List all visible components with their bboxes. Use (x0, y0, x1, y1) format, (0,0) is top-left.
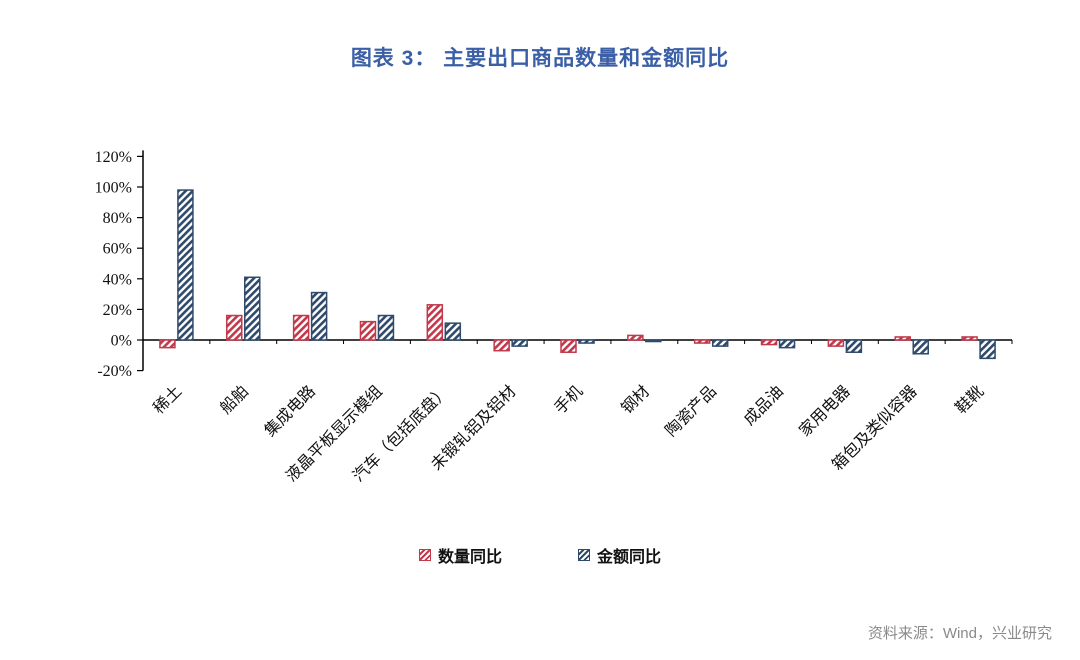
svg-text:-20%: -20% (97, 363, 132, 380)
svg-text:陶瓷产品: 陶瓷产品 (662, 382, 720, 440)
legend-label-amount: 金额同比 (597, 549, 662, 566)
svg-text:鞋靴: 鞋靴 (952, 382, 987, 417)
svg-text:20%: 20% (103, 302, 132, 319)
chart-legend: 数量同比 金额同比 (0, 543, 1080, 567)
svg-text:钢材: 钢材 (618, 382, 653, 417)
legend-item-quantity: 数量同比 (418, 543, 502, 567)
svg-text:0%: 0% (111, 333, 132, 350)
svg-text:80%: 80% (103, 210, 132, 227)
chart-title: 图表 3： 主要出口商品数量和金额同比 (350, 47, 730, 70)
svg-text:家用电器: 家用电器 (796, 382, 854, 440)
svg-text:60%: 60% (103, 241, 132, 258)
svg-text:120%: 120% (95, 149, 132, 166)
legend-label-quantity: 数量同比 (437, 549, 502, 566)
svg-text:船舶: 船舶 (217, 382, 252, 417)
source-note: 资料来源：Wind，兴业研究 (867, 625, 1052, 642)
svg-text:40%: 40% (103, 271, 132, 288)
svg-text:成品油: 成品油 (740, 382, 787, 429)
legend-item-amount: 金额同比 (578, 543, 661, 567)
bar-chart-canvas: 120%100%80%60%40%20%0%-20%稀土 船舶 集成电路液晶平板显示… (95, 149, 1013, 485)
svg-text:100%: 100% (95, 180, 132, 197)
svg-text:稀土: 稀土 (150, 382, 185, 417)
quantity-series-swatch-icon (418, 549, 431, 561)
svg-text:集成电路: 集成电路 (261, 382, 319, 440)
amount-series-swatch-icon (578, 549, 590, 561)
svg-text:手机: 手机 (551, 382, 586, 417)
